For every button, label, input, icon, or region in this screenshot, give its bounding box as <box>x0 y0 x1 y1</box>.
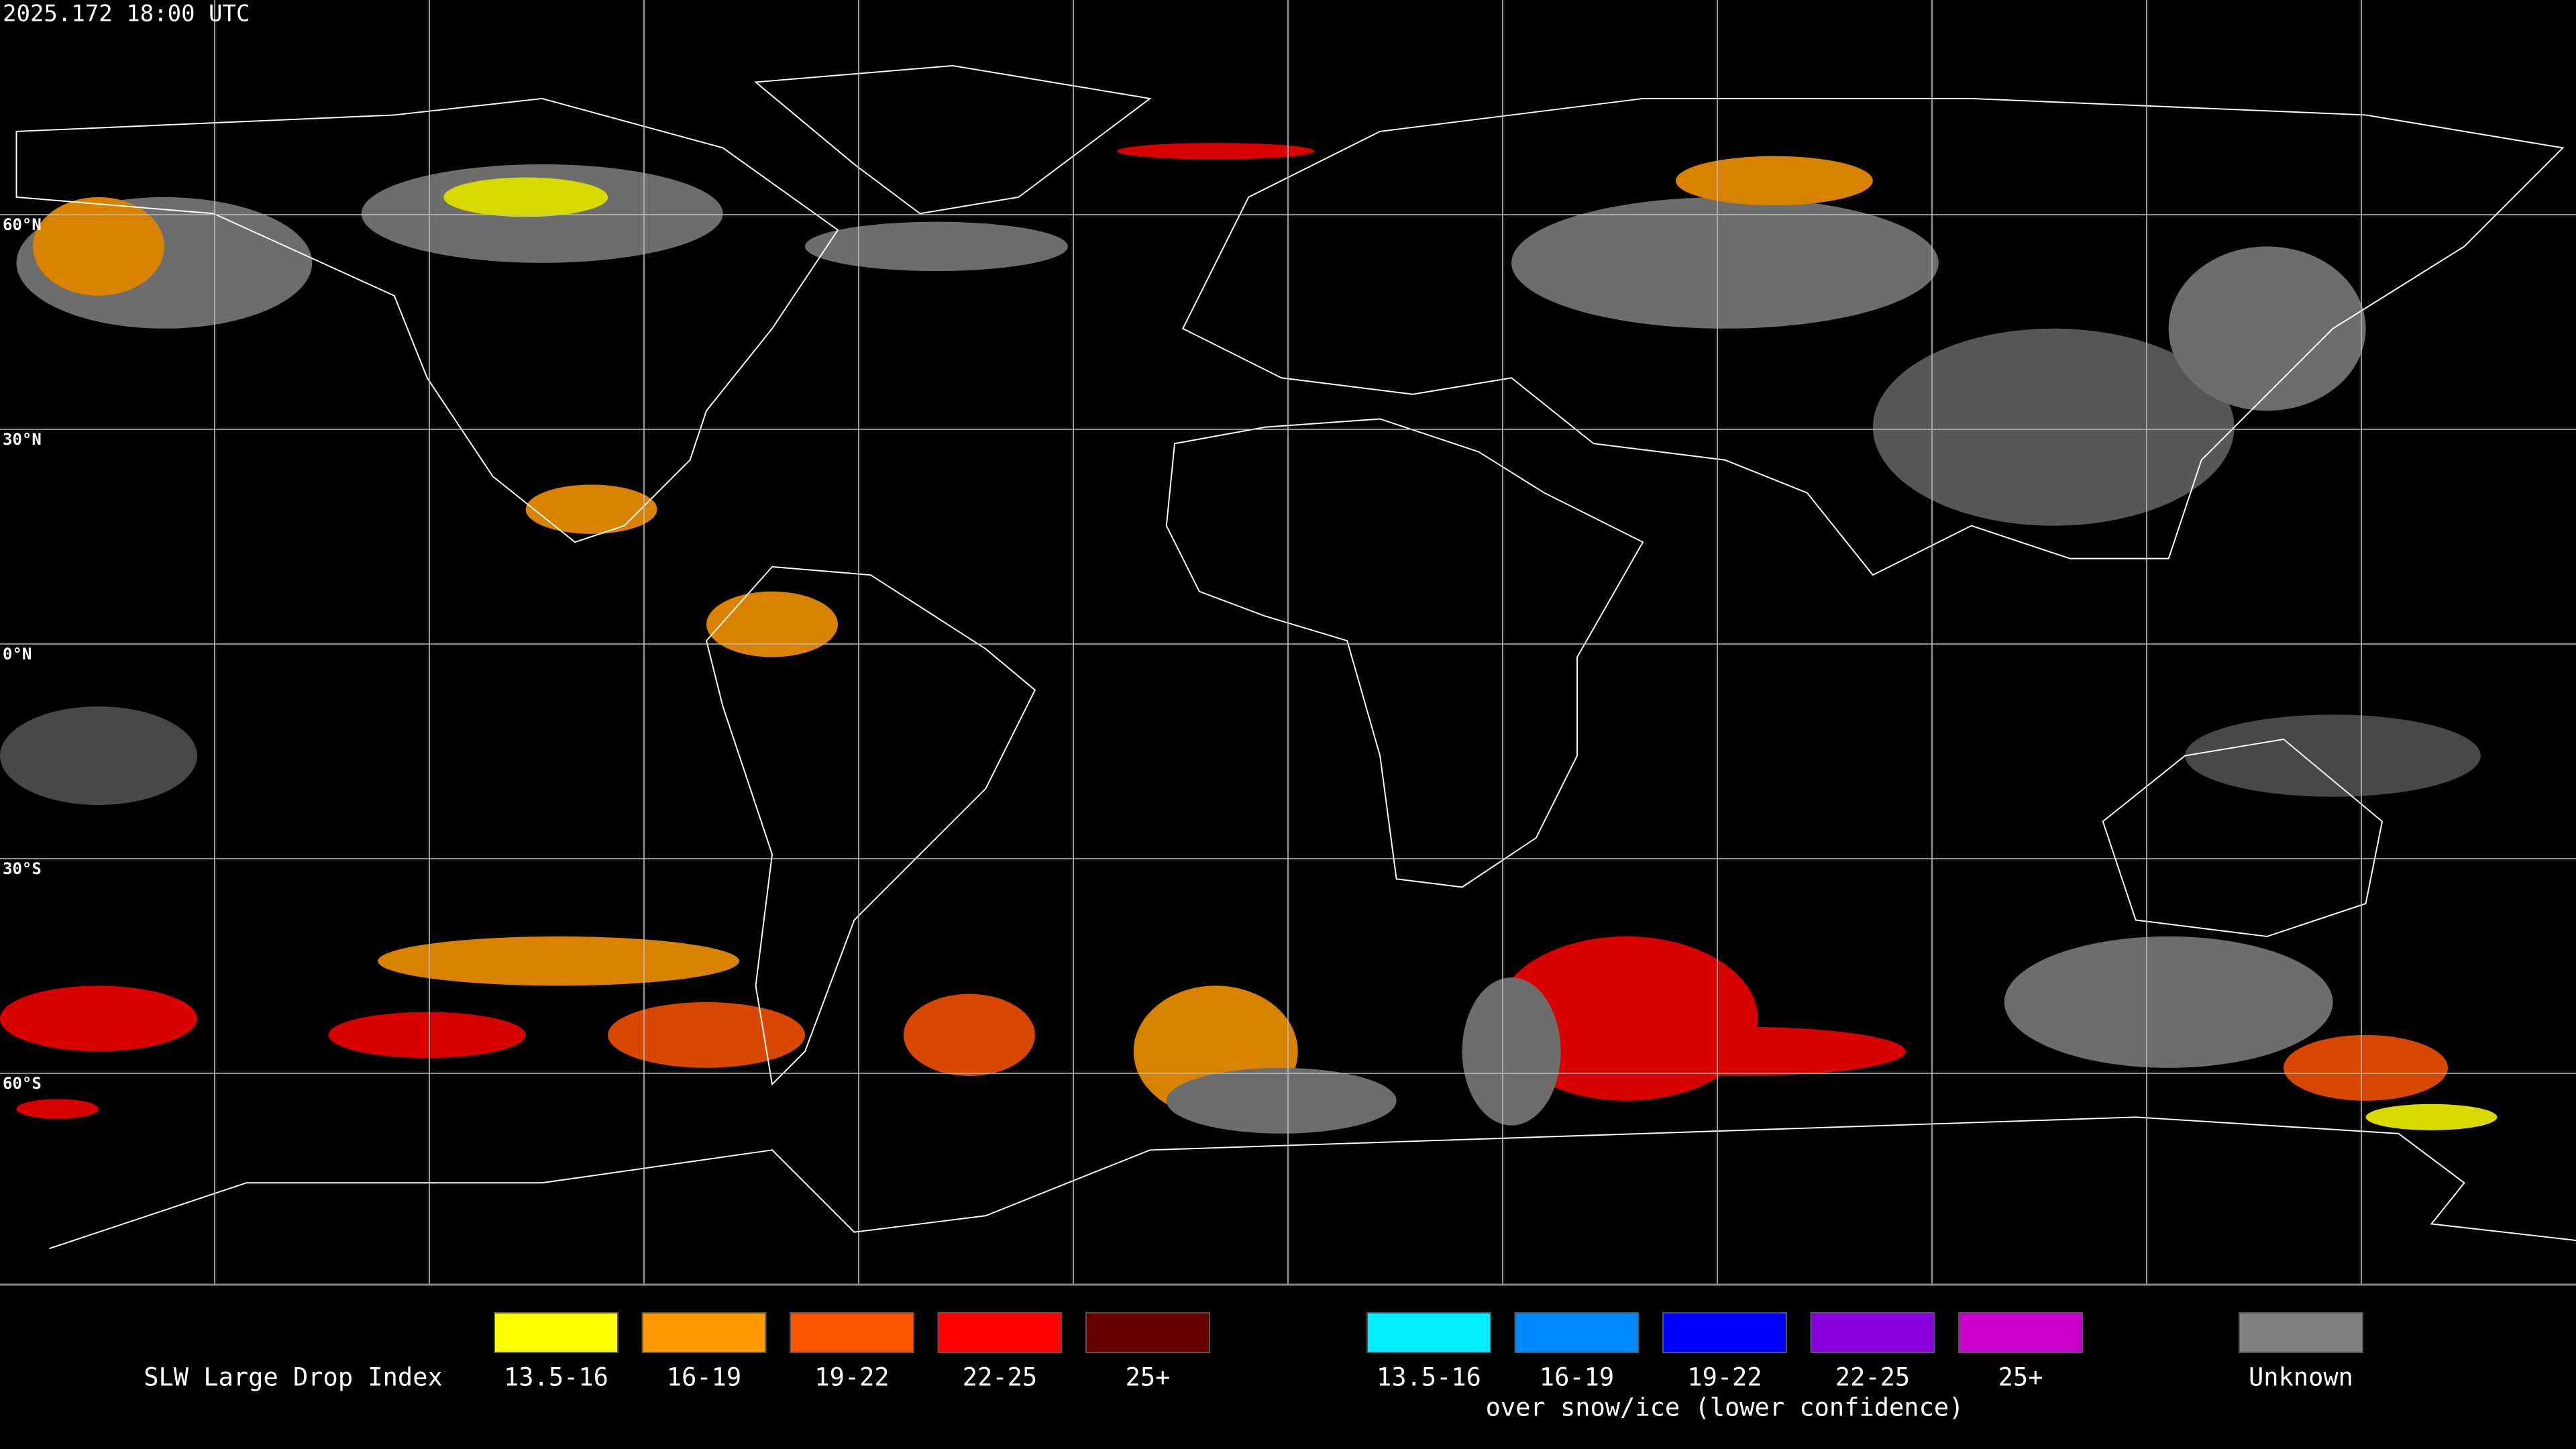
legend-swatch <box>1662 1312 1787 1353</box>
coastlines <box>15 64 2576 1250</box>
legend-title: SLW Large Drop Index <box>144 1363 443 1392</box>
cloud-areas <box>0 143 2498 1134</box>
legend-label: 13.5-16 <box>504 1363 608 1392</box>
map-drawing <box>0 64 2576 1250</box>
latitude-labels: 60°N 30°N 0°N 30°S 60°S <box>3 215 42 1093</box>
legend-swatch <box>790 1312 914 1353</box>
legend-label: 25+ <box>1998 1363 2043 1392</box>
legend-swatch <box>937 1312 1063 1353</box>
legend-label: 19-22 <box>1687 1363 1762 1392</box>
latitude-label: 60°N <box>3 215 42 234</box>
latitude-label: 30°S <box>3 859 42 878</box>
legend-label: 25+ <box>1126 1363 1171 1392</box>
legend: 13.5-16 16-19 19-22 22-25 25+ 13.5-16 16-19 19-… <box>494 1312 2363 1422</box>
legend-label: Unknown <box>2249 1363 2353 1392</box>
legend-label: 19-22 <box>814 1363 889 1392</box>
legend-swatch <box>1366 1312 1491 1353</box>
latitude-label: 0°N <box>3 645 32 663</box>
timestamp: 2025.172 18:00 UTC <box>3 1 250 28</box>
latitude-label: 60°S <box>3 1074 42 1093</box>
legend-label: 13.5-16 <box>1377 1363 1481 1392</box>
legend-swatch <box>641 1312 767 1353</box>
latitude-label: 30°N <box>3 430 42 449</box>
legend-swatch <box>494 1312 619 1353</box>
legend-label: 22-25 <box>963 1363 1037 1392</box>
legend-label: 16-19 <box>667 1363 741 1392</box>
legend-swatch <box>1958 1312 2083 1353</box>
legend-swatch <box>1514 1312 1640 1353</box>
legend-swatch <box>1810 1312 1935 1353</box>
legend-label: 16-19 <box>1540 1363 1614 1392</box>
legend-swatch <box>1085 1312 1210 1353</box>
legend-label: 22-25 <box>1835 1363 1910 1392</box>
legend-caption: over snow/ice (lower confidence) <box>1486 1393 1964 1422</box>
graticule <box>0 0 2576 1286</box>
legend-swatch <box>2239 1312 2363 1353</box>
